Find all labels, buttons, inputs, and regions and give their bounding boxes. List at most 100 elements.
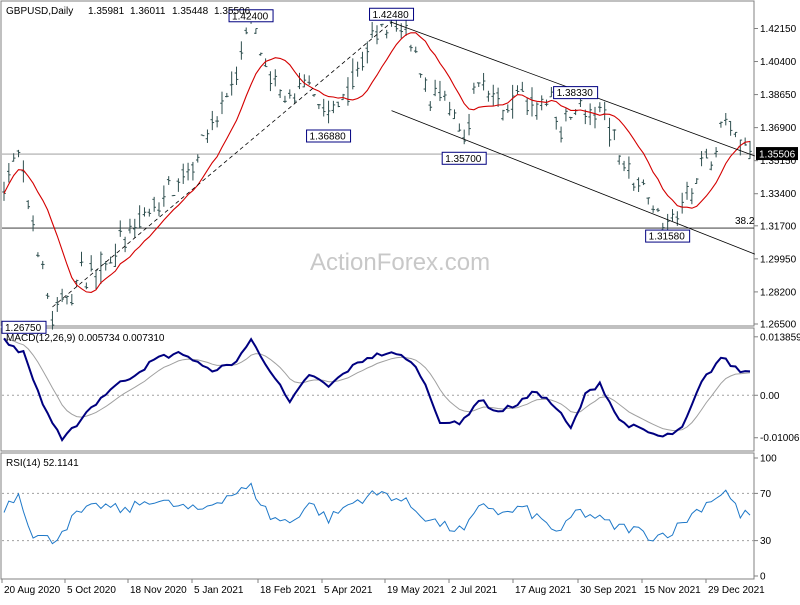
candle — [549, 87, 554, 98]
candle — [89, 255, 93, 272]
date-axis-label: 18 Nov 2020 — [130, 585, 187, 596]
rsi-panel-frame — [0, 452, 755, 580]
ohlc-open: 1.35981 — [88, 6, 125, 17]
svg-text:1.42400: 1.42400 — [232, 11, 269, 22]
candle — [501, 109, 505, 121]
candle — [656, 207, 660, 213]
ohlc-low: 1.35448 — [172, 6, 209, 17]
candle — [525, 97, 529, 116]
price-annotation: 1.35700 — [441, 151, 487, 165]
candle — [278, 89, 282, 99]
candle — [462, 129, 466, 145]
candle — [535, 102, 539, 120]
date-axis-label: 15 Nov 2021 — [644, 585, 701, 596]
rsi-axis-label: 100 — [760, 454, 777, 465]
candle — [641, 179, 646, 186]
candle — [220, 91, 224, 115]
candle — [99, 251, 103, 285]
candle — [31, 215, 35, 232]
candle — [496, 87, 500, 107]
candle — [166, 176, 171, 185]
macd-title: MACD(12,26,9) 0.005734 0.007310 — [6, 333, 165, 344]
candle — [418, 73, 423, 78]
price-axis-label: 1.33400 — [760, 189, 797, 200]
candle — [283, 95, 287, 104]
price-axis-label: 1.40400 — [760, 57, 797, 68]
candle — [554, 116, 559, 130]
price-axis-label: 1.31700 — [760, 221, 797, 232]
candle — [748, 140, 752, 160]
candle — [409, 44, 413, 52]
candle — [631, 182, 636, 191]
candle — [583, 109, 588, 125]
ohlc-close: 1.35506 — [214, 6, 251, 17]
candle — [568, 116, 573, 120]
candle — [593, 106, 597, 129]
candle — [60, 288, 64, 303]
svg-text:1.31580: 1.31580 — [649, 232, 686, 243]
rsi-title: RSI(14) 52.1141 — [6, 458, 79, 469]
svg-text:1.35700: 1.35700 — [445, 154, 482, 165]
candle — [36, 252, 40, 258]
candle — [132, 218, 137, 238]
svg-text:1.36880: 1.36880 — [310, 132, 347, 143]
candle — [709, 161, 714, 171]
macd-panel: 0.013859 0.00 -0.010067 — [2, 332, 800, 444]
candle — [394, 20, 399, 32]
candle — [481, 72, 486, 91]
date-axis-label: 19 May 2021 — [387, 585, 445, 596]
candle — [113, 243, 118, 267]
candle — [40, 260, 45, 270]
candle — [360, 51, 365, 71]
moving-average-line — [3, 32, 751, 293]
rsi-line — [3, 482, 751, 545]
candle — [268, 71, 273, 92]
candle — [438, 80, 442, 102]
candle — [612, 129, 617, 141]
macd-signal-line — [3, 337, 751, 432]
price-axis-label: 1.36900 — [760, 123, 797, 134]
candle — [728, 120, 733, 136]
candle — [147, 208, 152, 217]
candle — [476, 82, 481, 87]
candle — [137, 205, 142, 229]
candle — [365, 41, 370, 64]
candle — [103, 261, 108, 271]
candle — [307, 75, 311, 85]
candle — [70, 293, 74, 306]
candle — [118, 220, 123, 237]
candle — [128, 218, 132, 234]
candle — [694, 178, 699, 184]
candle — [55, 297, 60, 312]
price-axis-label: 1.42150 — [760, 24, 797, 35]
candle — [336, 101, 341, 108]
price-annotation: 1.36880 — [306, 129, 352, 143]
candle — [472, 82, 476, 94]
current-price-badge: 1.35506 — [756, 147, 798, 161]
candle — [191, 161, 195, 181]
candle — [564, 108, 568, 122]
candle — [486, 90, 491, 102]
candle — [26, 200, 31, 210]
candle — [195, 154, 200, 163]
macd-line — [3, 337, 751, 442]
price-panel-frame — [0, 0, 755, 327]
date-axis-label: 2 Jul 2021 — [451, 585, 498, 596]
candle — [312, 94, 316, 97]
date-axis-label: 18 Feb 2021 — [260, 585, 317, 596]
candle — [588, 103, 592, 126]
candle — [254, 28, 258, 34]
candle — [258, 52, 263, 56]
candle — [181, 163, 186, 184]
price-panel: 1.42150 1.40400 1.38650 1.36900 1.35150 1.334… — [1, 7, 798, 334]
svg-text:1.42480: 1.42480 — [373, 10, 410, 21]
candle — [505, 104, 510, 113]
candle — [520, 81, 525, 92]
candle — [317, 104, 321, 110]
candle — [346, 77, 350, 106]
candle — [457, 123, 462, 132]
candle — [370, 21, 374, 39]
candle — [699, 151, 704, 167]
macd-panel-frame — [0, 327, 755, 452]
